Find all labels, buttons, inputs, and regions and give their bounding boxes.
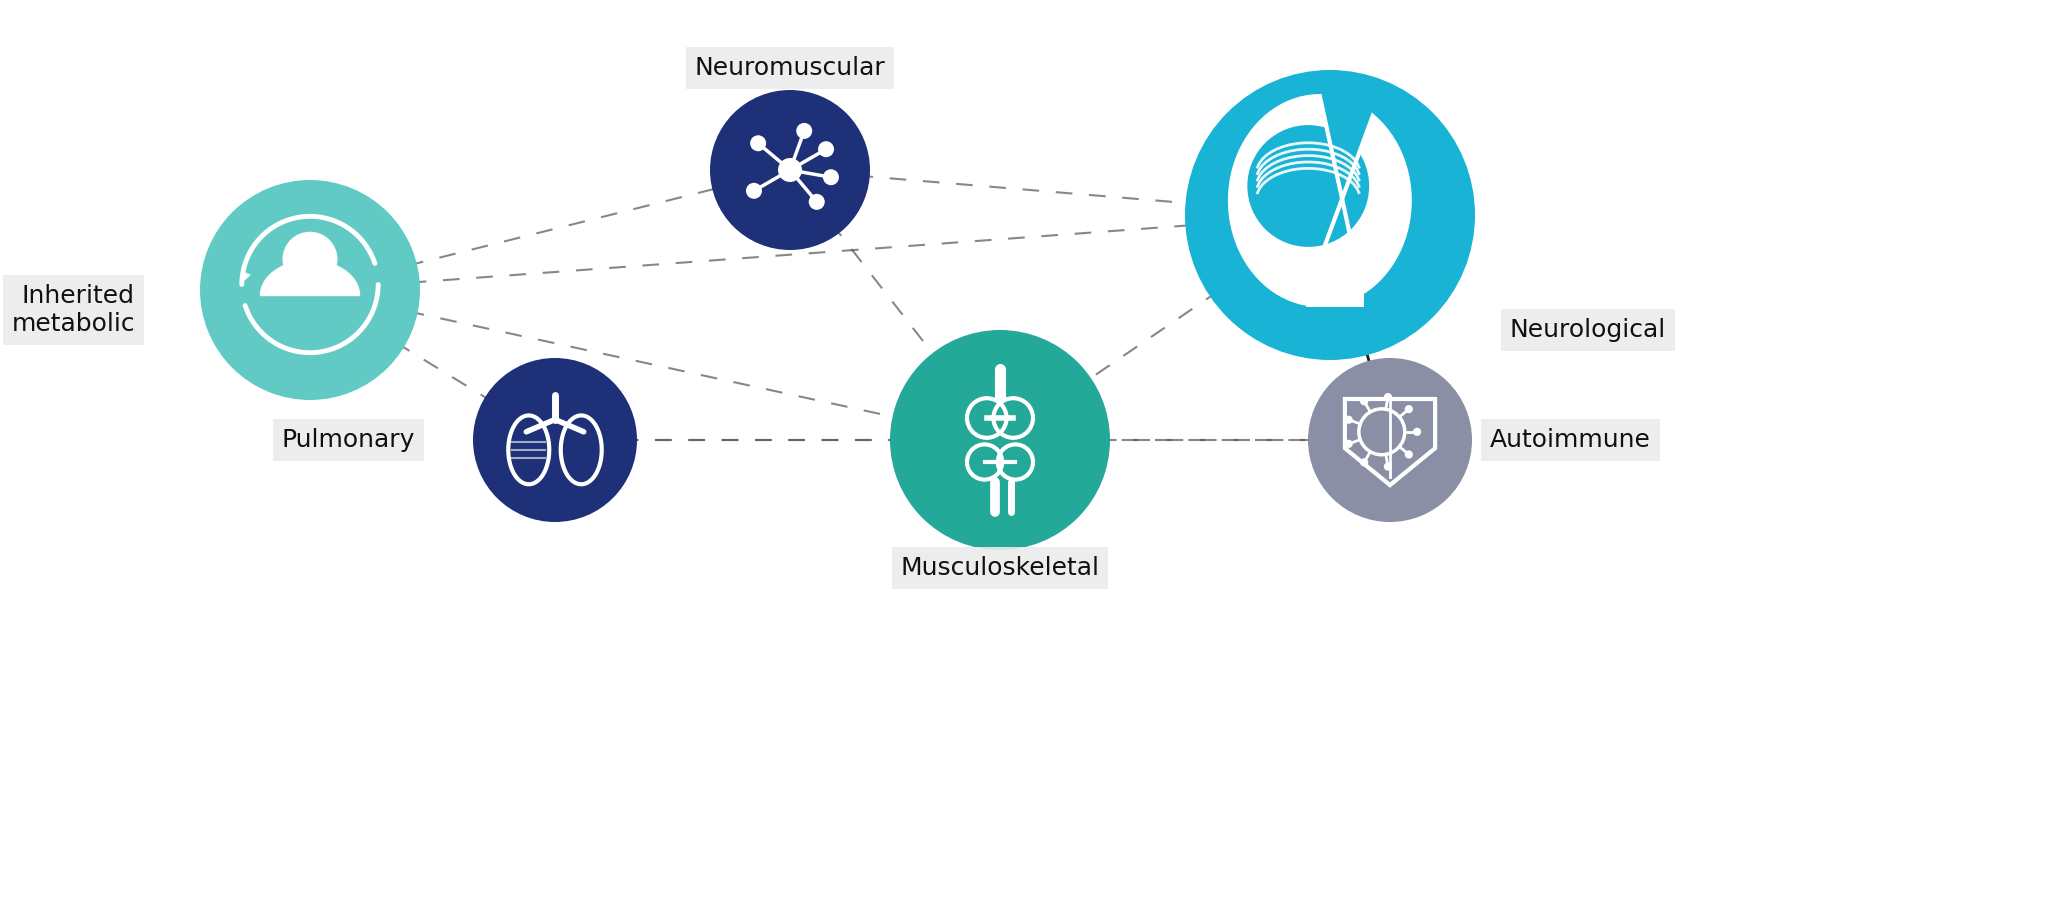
Text: Musculoskeletal: Musculoskeletal (901, 556, 1100, 580)
Circle shape (1405, 451, 1413, 459)
Circle shape (1309, 358, 1473, 522)
Circle shape (1360, 397, 1368, 405)
Circle shape (750, 135, 766, 151)
Circle shape (1346, 440, 1354, 448)
Circle shape (1378, 215, 1393, 229)
Text: Pulmonary: Pulmonary (283, 428, 416, 452)
Circle shape (817, 141, 834, 157)
Circle shape (283, 231, 338, 287)
Text: Inherited
metabolic: Inherited metabolic (12, 284, 135, 336)
Text: There are many different types of rare diseases...: There are many different types of rare d… (506, 808, 1542, 851)
Circle shape (1360, 458, 1368, 466)
Polygon shape (1231, 96, 1409, 305)
Circle shape (473, 358, 637, 522)
Circle shape (1405, 405, 1413, 414)
Circle shape (891, 330, 1110, 550)
Circle shape (1384, 393, 1393, 401)
Polygon shape (260, 260, 360, 296)
Circle shape (1247, 125, 1370, 247)
Text: Neurological: Neurological (1509, 318, 1667, 342)
Circle shape (778, 158, 803, 182)
Circle shape (797, 123, 813, 139)
Text: Autoimmune: Autoimmune (1491, 428, 1651, 452)
Circle shape (1346, 415, 1354, 424)
Circle shape (1413, 428, 1421, 436)
Circle shape (1384, 463, 1393, 471)
Circle shape (201, 180, 420, 400)
Circle shape (1186, 70, 1475, 360)
Circle shape (711, 90, 870, 250)
Circle shape (745, 183, 762, 199)
Text: Neuromuscular: Neuromuscular (694, 56, 885, 80)
Circle shape (809, 194, 825, 210)
Circle shape (823, 170, 840, 185)
